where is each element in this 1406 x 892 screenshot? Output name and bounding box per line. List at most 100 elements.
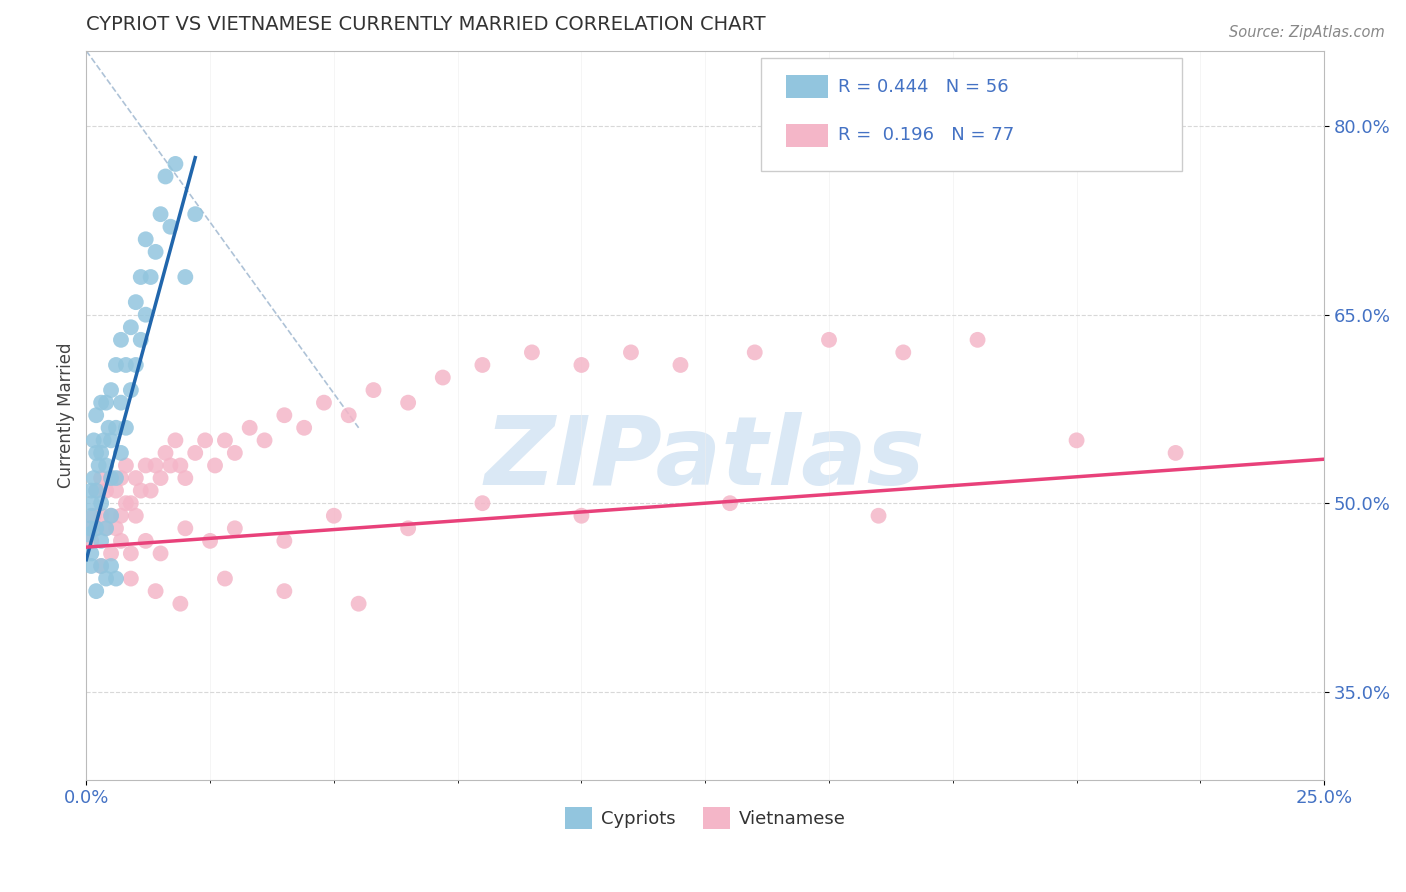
Point — [120, 496, 142, 510]
Point — [87, 458, 110, 473]
Point — [253, 434, 276, 448]
Point — [718, 496, 741, 510]
Point — [620, 345, 643, 359]
Bar — [786, 124, 828, 147]
Point — [198, 533, 221, 548]
Point — [174, 270, 197, 285]
Point — [110, 508, 132, 523]
Point — [322, 508, 344, 523]
Point — [80, 533, 103, 548]
Point — [155, 169, 177, 184]
Point — [174, 521, 197, 535]
Point — [184, 446, 207, 460]
Point — [155, 446, 177, 460]
Point — [571, 358, 593, 372]
Point — [1066, 434, 1088, 448]
Point — [97, 421, 120, 435]
Point — [125, 358, 148, 372]
Point — [93, 434, 115, 448]
Point — [90, 471, 112, 485]
Point — [94, 395, 117, 409]
Point — [273, 408, 295, 422]
Point — [105, 521, 128, 535]
Point — [90, 533, 112, 548]
Point — [204, 458, 226, 473]
Point — [84, 483, 107, 498]
Point — [83, 471, 105, 485]
Point — [149, 471, 172, 485]
Point — [120, 546, 142, 560]
Point — [110, 395, 132, 409]
Text: Source: ZipAtlas.com: Source: ZipAtlas.com — [1229, 25, 1385, 40]
Legend: Cypriots, Vietnamese: Cypriots, Vietnamese — [558, 800, 853, 836]
Point — [100, 508, 122, 523]
Point — [396, 521, 419, 535]
Point — [396, 395, 419, 409]
Point — [145, 244, 167, 259]
Point — [80, 546, 103, 560]
Point — [165, 434, 187, 448]
Point — [82, 496, 104, 510]
Y-axis label: Currently Married: Currently Married — [58, 343, 75, 488]
Bar — [786, 75, 828, 98]
Point — [135, 232, 157, 246]
Text: ZIPatlas: ZIPatlas — [485, 412, 925, 506]
Point — [100, 471, 122, 485]
Point — [337, 408, 360, 422]
Point — [94, 458, 117, 473]
Point — [120, 572, 142, 586]
Point — [239, 421, 262, 435]
Point — [83, 434, 105, 448]
Text: CYPRIOT VS VIETNAMESE CURRENTLY MARRIED CORRELATION CHART: CYPRIOT VS VIETNAMESE CURRENTLY MARRIED … — [86, 15, 766, 34]
Point — [292, 421, 315, 435]
Point — [214, 572, 236, 586]
Point — [77, 521, 100, 535]
Point — [110, 446, 132, 460]
Point — [83, 508, 105, 523]
Point — [100, 383, 122, 397]
Point — [135, 533, 157, 548]
Point — [194, 434, 217, 448]
Point — [94, 572, 117, 586]
Point — [273, 584, 295, 599]
Point — [100, 434, 122, 448]
Point — [744, 345, 766, 359]
Point — [174, 471, 197, 485]
Text: R =  0.196   N = 77: R = 0.196 N = 77 — [838, 127, 1014, 145]
Point — [129, 270, 152, 285]
Point — [149, 207, 172, 221]
Point — [471, 358, 494, 372]
Point — [1164, 446, 1187, 460]
Point — [159, 219, 181, 234]
Point — [100, 546, 122, 560]
Point — [90, 559, 112, 574]
Point — [84, 483, 107, 498]
Point — [84, 446, 107, 460]
Point — [139, 270, 162, 285]
Point — [669, 358, 692, 372]
Point — [115, 421, 138, 435]
Point — [868, 508, 890, 523]
Point — [120, 383, 142, 397]
Point — [80, 559, 103, 574]
Point — [224, 446, 246, 460]
Point — [169, 458, 191, 473]
Point — [100, 559, 122, 574]
Point — [105, 471, 128, 485]
Point — [571, 508, 593, 523]
Point — [90, 559, 112, 574]
Point — [79, 521, 101, 535]
Point — [214, 434, 236, 448]
Point — [77, 527, 100, 541]
Point — [94, 521, 117, 535]
Point — [90, 446, 112, 460]
Point — [125, 471, 148, 485]
Point — [105, 483, 128, 498]
Point — [105, 358, 128, 372]
Point — [100, 471, 122, 485]
Point — [273, 533, 295, 548]
Point — [125, 295, 148, 310]
Point — [135, 308, 157, 322]
Point — [818, 333, 841, 347]
Point — [471, 496, 494, 510]
